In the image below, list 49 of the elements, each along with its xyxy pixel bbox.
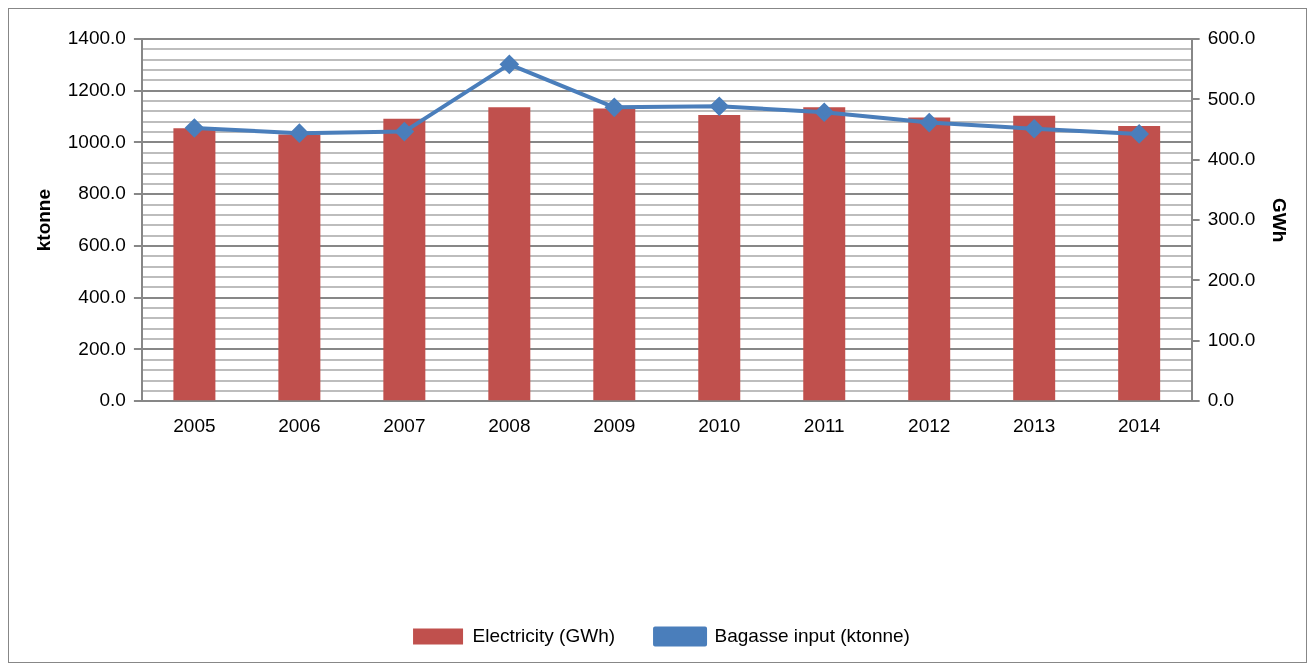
point [605, 98, 624, 117]
y-tick-label: 800.0 [78, 182, 126, 204]
bar [383, 118, 426, 401]
bar [593, 108, 636, 401]
y-axis-title: ktonne [32, 188, 54, 252]
x-tick-label: 2012 [908, 414, 951, 436]
x-tick-label: 2008 [488, 414, 531, 436]
x-tick-label: 2010 [698, 414, 741, 436]
y-tick-label: 400.0 [78, 285, 126, 307]
y-tick-label: 200.0 [78, 337, 126, 359]
bar [803, 107, 846, 401]
x-tick-label: 2005 [173, 414, 216, 436]
x-tick-label: 2007 [383, 414, 426, 436]
legend-label: Bagasse input (ktonne) [714, 624, 910, 646]
bar [278, 134, 321, 401]
point [1025, 119, 1044, 138]
y2-tick-label: 600.0 [1207, 27, 1256, 49]
x-tick-label: 2006 [278, 414, 321, 436]
bar [698, 115, 741, 401]
bar [488, 107, 531, 401]
bar [173, 128, 216, 401]
y2-tick-label: 0.0 [1207, 389, 1235, 411]
point [500, 55, 519, 74]
y2-tick-label: 400.0 [1207, 147, 1256, 169]
y2-tick-label: 200.0 [1207, 268, 1256, 290]
y2-tick-label: 500.0 [1207, 87, 1256, 109]
point [920, 113, 939, 132]
point [185, 119, 204, 137]
bar [1118, 125, 1161, 401]
y2-tick-label: 300.0 [1207, 208, 1256, 230]
bar [908, 117, 951, 401]
point [1130, 124, 1149, 143]
point [815, 103, 834, 122]
x-tick-label: 2014 [1118, 414, 1161, 436]
x-tick-label: 2011 [803, 414, 845, 436]
point [395, 122, 414, 141]
y2-axis-title: GWh [1269, 197, 1291, 243]
y-tick-label: 1400.0 [67, 27, 126, 49]
x-tick-label: 2009 [593, 414, 636, 436]
y-tick-label: 1000.0 [67, 130, 126, 152]
y-tick-label: 1200.0 [67, 78, 126, 100]
y-tick-label: 0.0 [99, 389, 126, 411]
bar [1013, 115, 1056, 401]
legend-label: Electricity (GWh) [472, 624, 616, 646]
y-tick-label: 600.0 [78, 234, 126, 256]
x-tick-label: 2013 [1013, 414, 1056, 436]
point [710, 97, 729, 116]
y2-tick-label: 100.0 [1207, 329, 1256, 351]
point [290, 124, 309, 143]
